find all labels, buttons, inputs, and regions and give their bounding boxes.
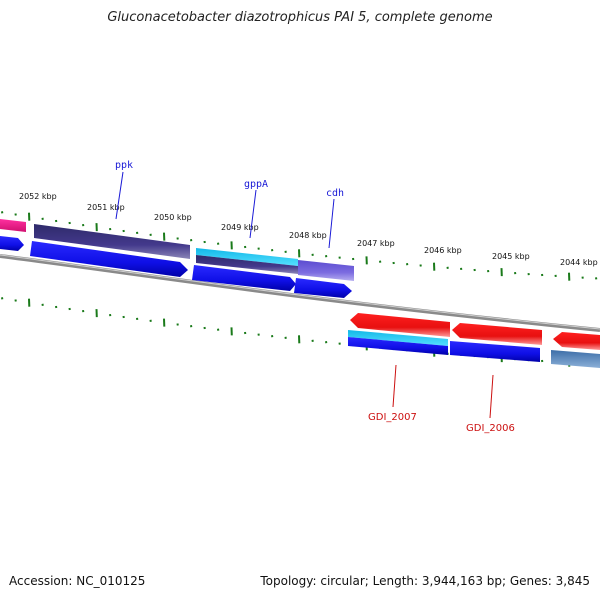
gene-red-arrow[interactable]: [553, 332, 600, 350]
tick-label-2048: 2048 kbp: [289, 231, 327, 240]
cds-block[interactable]: [450, 341, 540, 362]
tick-label-2049: 2049 kbp: [221, 223, 259, 232]
gene-ppk[interactable]: [34, 224, 190, 259]
cds-block[interactable]: [551, 350, 600, 368]
cds-arrow[interactable]: [192, 265, 296, 291]
tick-label-2050: 2050 kbp: [154, 213, 192, 222]
label-leaders: [115, 171, 494, 419]
gene-label-ppk[interactable]: ppk: [115, 160, 133, 171]
gene-labels: ppk gppA cdh GDI_2007 GDI_2006: [115, 160, 515, 434]
gene-GDI_2006[interactable]: [452, 323, 542, 345]
reverse-gene-track: [348, 313, 600, 368]
gene-label-GDI_2006[interactable]: GDI_2006: [466, 423, 515, 434]
gene-GDI_2007[interactable]: [348, 330, 448, 346]
tick-label-2045: 2045 kbp: [492, 252, 530, 261]
map-title: Gluconacetobacter diazotrophicus PAI 5, …: [107, 10, 493, 25]
gene-red-arrow[interactable]: [350, 313, 450, 337]
gene-gppA[interactable]: [196, 248, 298, 266]
gene-label-GDI_2007[interactable]: GDI_2007: [368, 412, 417, 423]
kbp-scale: 2052 kbp 2051 kbp 2050 kbp 2049 kbp 2048…: [19, 192, 598, 267]
tick-label-2052: 2052 kbp: [19, 192, 57, 201]
tick-label-2044: 2044 kbp: [560, 258, 598, 267]
genome-backbone: [0, 254, 600, 332]
cds-block[interactable]: [348, 337, 448, 355]
gene-label-gppA[interactable]: gppA: [244, 179, 268, 190]
accession-label: Accession: NC_010125: [9, 574, 146, 588]
outer-tick-track: [1, 211, 598, 281]
gene-feature[interactable]: [196, 255, 298, 274]
gene-feature[interactable]: [0, 219, 26, 232]
cds-arrow[interactable]: [30, 241, 188, 277]
cds-arrow[interactable]: [0, 236, 24, 251]
genome-summary: Topology: circular; Length: 3,944,163 bp…: [260, 574, 590, 588]
tick-label-2047: 2047 kbp: [357, 239, 395, 248]
cds-arrow[interactable]: [294, 278, 352, 298]
gene-label-cdh[interactable]: cdh: [326, 188, 344, 199]
gene-cdh[interactable]: [298, 260, 354, 281]
forward-gene-track: [0, 219, 354, 298]
tick-label-2051: 2051 kbp: [87, 203, 125, 212]
tick-label-2046: 2046 kbp: [424, 246, 462, 255]
